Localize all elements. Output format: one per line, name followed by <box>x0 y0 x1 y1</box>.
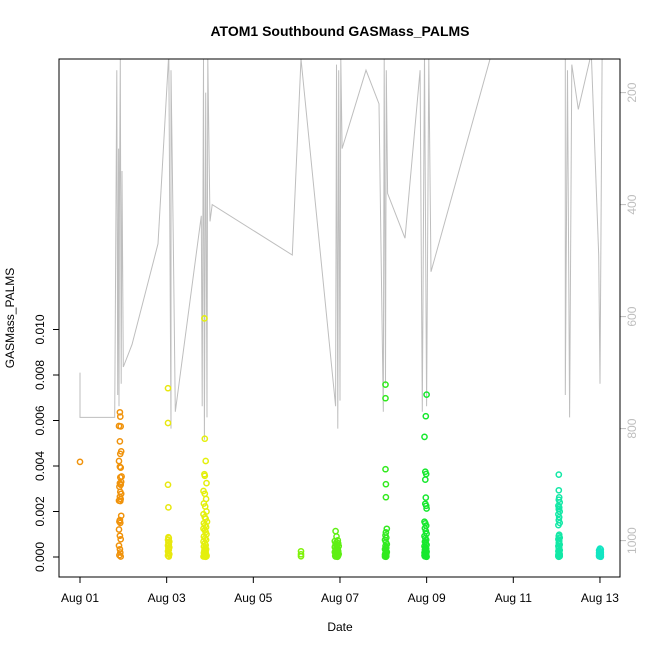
data-point <box>382 493 390 501</box>
data-point <box>76 458 84 466</box>
data-point <box>421 433 428 441</box>
pressure-line <box>79 59 603 440</box>
y-tick-label: 0.010 <box>33 314 47 344</box>
data-point <box>422 494 430 501</box>
data-point <box>597 553 605 561</box>
data-point <box>117 464 125 471</box>
data-point <box>422 502 430 510</box>
data-point <box>116 497 124 505</box>
data-point <box>423 391 430 398</box>
y-tick-label: 0.000 <box>33 542 47 572</box>
data-point <box>202 457 210 465</box>
x-tick-label: Aug 01 <box>61 591 99 605</box>
points-layer <box>76 315 605 561</box>
data-point <box>116 519 124 527</box>
data-point <box>116 438 124 445</box>
data-point <box>116 413 124 420</box>
data-point <box>297 552 305 560</box>
data-point <box>421 552 429 560</box>
data-point <box>382 465 389 473</box>
y-tick-label: 0.004 <box>33 451 47 481</box>
data-point <box>201 553 209 560</box>
data-point <box>334 553 341 561</box>
data-point <box>164 481 172 489</box>
data-point <box>383 525 391 533</box>
data-point <box>117 423 125 430</box>
x-axis-label: Date <box>327 620 353 634</box>
pressure-layer <box>79 59 603 440</box>
data-point <box>115 542 123 549</box>
data-point <box>421 476 429 483</box>
right-tick-label: 600 <box>625 306 639 326</box>
data-point <box>382 394 389 402</box>
x-tick-label: Aug 03 <box>148 591 186 605</box>
data-point <box>116 532 124 540</box>
data-point <box>203 479 210 487</box>
data-point <box>164 384 172 392</box>
data-point <box>382 553 390 561</box>
x-tick-label: Aug 11 <box>495 591 532 605</box>
data-point <box>115 526 123 533</box>
x-tick-label: Aug 05 <box>234 591 272 605</box>
y-axis-label: GASMass_PALMS <box>3 268 17 368</box>
data-point <box>332 527 339 535</box>
data-point <box>423 505 430 512</box>
right-tick-label: 400 <box>625 194 639 214</box>
data-point <box>117 553 125 560</box>
y-tick-label: 0.006 <box>33 405 47 435</box>
data-point <box>165 553 173 560</box>
data-point <box>116 408 124 416</box>
data-point <box>422 412 430 420</box>
data-point <box>201 315 208 322</box>
right-tick-label: 200 <box>625 82 639 102</box>
data-point <box>555 486 563 494</box>
data-point <box>382 480 390 488</box>
plot-frame <box>58 58 621 578</box>
y-tick-label: 0.008 <box>33 360 47 390</box>
x-tick-label: Aug 13 <box>581 591 619 605</box>
data-point <box>116 551 123 559</box>
x-tick-label: Aug 09 <box>408 591 446 605</box>
data-point <box>164 419 172 427</box>
data-point <box>201 435 209 443</box>
y-tick-label: 0.002 <box>33 496 47 526</box>
data-point <box>555 552 562 560</box>
data-point <box>115 457 123 465</box>
data-point <box>116 450 124 458</box>
data-point <box>382 381 389 388</box>
data-point <box>555 471 563 478</box>
right-tick-label: 1000 <box>625 527 639 554</box>
chart-title: ATOM1 Southbound GASMass_PALMS <box>210 23 469 39</box>
axes-layer: Aug 01 Aug 03 Aug 05 Aug 07 Aug 09 Aug 11 Aug … <box>33 82 639 605</box>
data-point <box>201 472 209 480</box>
data-point <box>555 521 562 529</box>
x-tick-label: Aug 07 <box>321 591 359 605</box>
right-tick-label: 800 <box>625 418 639 438</box>
data-point <box>117 535 125 543</box>
data-point <box>165 504 172 511</box>
